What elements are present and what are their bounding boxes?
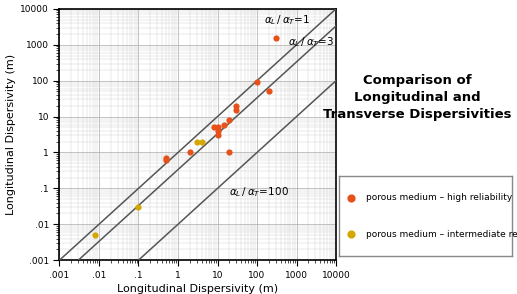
Point [186, 150, 194, 155]
Point [214, 128, 222, 133]
Point [193, 139, 201, 144]
Point [232, 108, 240, 113]
Text: porous medium – high reliability: porous medium – high reliability [367, 193, 512, 202]
Text: porous medium – intermediate reliability: porous medium – intermediate reliability [367, 230, 517, 239]
Point [232, 103, 240, 108]
Point [346, 232, 355, 237]
X-axis label: Longitudinal Dispersivity (m): Longitudinal Dispersivity (m) [117, 284, 278, 294]
Y-axis label: Longitudinal Dispersivity (m): Longitudinal Dispersivity (m) [6, 54, 16, 215]
Text: Comparison of
Longitudinal and
Transverse Dispersivities: Comparison of Longitudinal and Transvers… [324, 74, 512, 121]
Point [225, 118, 234, 122]
Point [209, 125, 218, 130]
Point [91, 233, 99, 238]
Point [214, 125, 222, 130]
Point [134, 205, 143, 210]
Point [346, 196, 355, 200]
Point [197, 139, 206, 144]
Point [265, 89, 273, 94]
Text: $\alpha_L\,/\,\alpha_T\!=\!1$: $\alpha_L\,/\,\alpha_T\!=\!1$ [264, 13, 311, 26]
Point [214, 133, 222, 138]
Point [225, 150, 234, 155]
Point [162, 156, 170, 160]
Text: $\alpha_L\,/\,\alpha_T\!=\!3$: $\alpha_L\,/\,\alpha_T\!=\!3$ [288, 35, 334, 49]
Point [253, 80, 261, 85]
Text: $\alpha_L\,/\,\alpha_T\!=\!100$: $\alpha_L\,/\,\alpha_T\!=\!100$ [230, 185, 290, 199]
Point [220, 122, 229, 127]
Point [162, 158, 170, 163]
Point [272, 36, 280, 41]
